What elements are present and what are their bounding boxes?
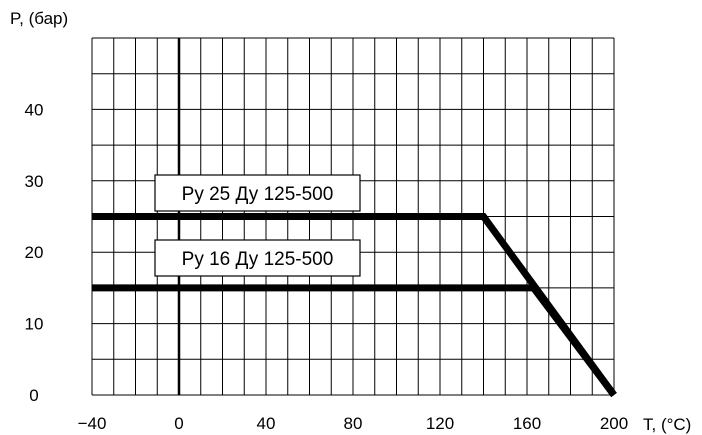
x-tick-label: 80 bbox=[344, 414, 363, 433]
y-tick-label: 40 bbox=[25, 100, 44, 119]
y-tick-label: 10 bbox=[25, 315, 44, 334]
x-tick-label: 0 bbox=[174, 414, 183, 433]
x-tick-label: 160 bbox=[513, 414, 541, 433]
y-axis-label: P, (бар) bbox=[10, 9, 68, 28]
series-line-2 bbox=[92, 284, 617, 398]
x-axis-label: T, (°C) bbox=[643, 415, 691, 434]
y-tick-label: 30 bbox=[25, 172, 44, 191]
legend: Ру 25 Ду 125-500 Ру 16 Ду 125-500 bbox=[154, 174, 361, 277]
legend-label-1: Ру 25 Ду 125-500 bbox=[182, 184, 334, 205]
series-lines bbox=[92, 213, 617, 398]
tick-labels: −40 0 40 80 120 160 200 0 10 20 30 40 bbox=[25, 100, 629, 433]
x-tick-label: 40 bbox=[257, 414, 276, 433]
x-tick-label: −40 bbox=[78, 414, 107, 433]
x-tick-label: 120 bbox=[426, 414, 454, 433]
legend-box-1 bbox=[154, 174, 361, 212]
y-tick-label: 0 bbox=[29, 386, 38, 405]
legend-label-2: Ру 16 Ду 125-500 bbox=[182, 249, 334, 270]
legend-box-2 bbox=[154, 239, 361, 277]
y-tick-label: 20 bbox=[25, 243, 44, 262]
x-tick-label: 200 bbox=[600, 414, 628, 433]
